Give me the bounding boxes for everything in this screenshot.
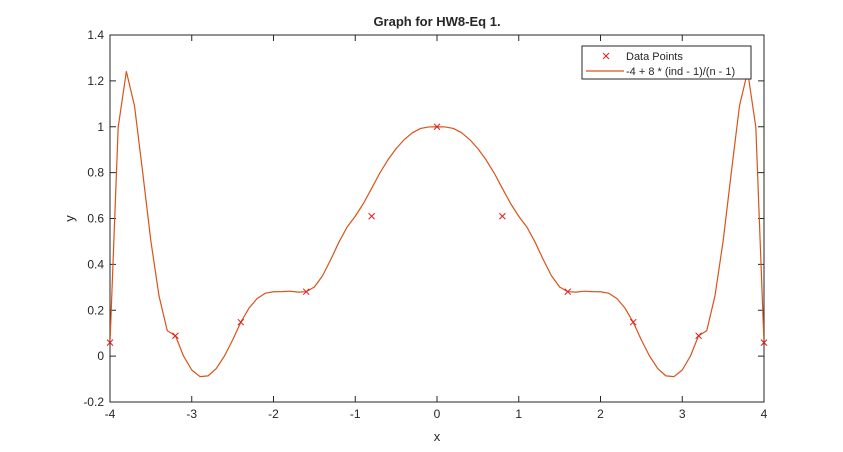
y-tick-label: 1.4 [87, 28, 104, 42]
marker-stroke [368, 212, 375, 220]
series-group [110, 70, 764, 378]
axes-box [109, 34, 765, 403]
x-tick-label: -3 [186, 407, 197, 421]
data-point-marker [433, 123, 441, 131]
legend-label-data-points: Data Points [626, 51, 683, 63]
legend-marker-data-points [602, 52, 610, 60]
x-tick-label: -1 [350, 407, 361, 421]
data-point-marker [695, 332, 702, 340]
y-tick-label: 0.2 [87, 303, 104, 317]
data-point-marker [629, 318, 637, 326]
plot-area: -4 -3 -2 -1 0 1 2 3 4 -0.2 0 0.2 0.4 0.6 0.8 1 1.2 1.4 [83, 28, 767, 421]
y-tick-label: 0.6 [87, 212, 104, 226]
x-tick-label: -2 [268, 407, 279, 421]
marker-stroke [433, 123, 441, 131]
x-tick-label: 1 [515, 407, 522, 421]
x-axis-label: x [434, 429, 441, 444]
y-tick-label: -0.2 [83, 395, 104, 409]
x-tick-label: 0 [434, 407, 441, 421]
data-point-marker [499, 212, 506, 220]
marker-stroke [564, 288, 572, 296]
legend: Data Points -4 + 8 * (ind - 1)/(n - 1) [581, 45, 752, 80]
marker-stroke [172, 332, 179, 340]
data-point-marker [564, 288, 572, 296]
data-point-marker [368, 212, 375, 220]
marker-stroke [760, 339, 768, 346]
marker-stroke [499, 212, 506, 220]
data-point-marker [760, 339, 768, 346]
legend-label-curve: -4 + 8 * (ind - 1)/(n - 1) [626, 66, 735, 78]
y-tick-label: 1.2 [87, 74, 104, 88]
data-point-marker [172, 332, 179, 340]
data-point-marker [237, 318, 245, 326]
chart-title: Graph for HW8-Eq 1. [373, 14, 500, 29]
y-tick-label: 0 [97, 349, 104, 363]
marker-stroke [695, 332, 702, 340]
x-tick-label: 3 [679, 407, 686, 421]
x-tick-label: 2 [597, 407, 604, 421]
y-axis-label: y [62, 215, 77, 222]
y-tick-label: 1 [97, 120, 104, 134]
interpolation-curve [110, 70, 764, 378]
legend-box [581, 45, 752, 80]
marker-stroke [629, 318, 637, 326]
data-point-marker [302, 288, 310, 296]
marker-stroke [106, 339, 114, 346]
x-tick-label: 4 [761, 407, 768, 421]
data-point-marker [106, 339, 114, 346]
marker-stroke [302, 288, 310, 296]
y-tick-label: 0.8 [87, 166, 104, 180]
marker-stroke [237, 318, 245, 326]
y-tick-label: 0.4 [87, 257, 104, 271]
x-tick-label: -4 [105, 407, 116, 421]
